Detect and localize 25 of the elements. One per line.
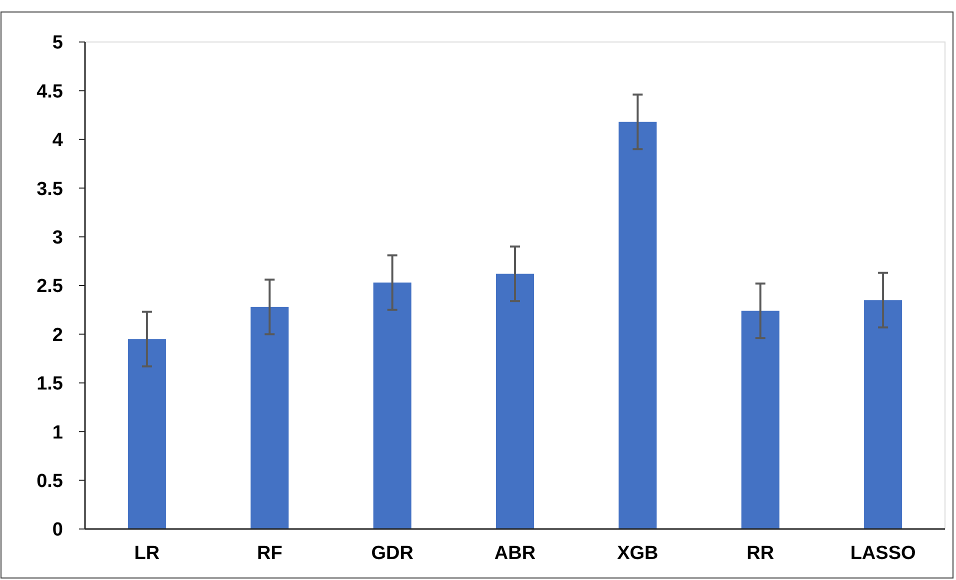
bar <box>741 310 780 529</box>
bar <box>618 122 657 529</box>
y-tick-label: 3.5 <box>36 178 64 200</box>
x-tick-label: RR <box>746 543 774 564</box>
y-tick-label: 1 <box>52 422 64 444</box>
y-tick-label: 3 <box>52 227 63 248</box>
y-tick-label: 4 <box>52 130 64 152</box>
bar <box>496 274 534 529</box>
bar <box>864 300 902 529</box>
y-tick-label: 0 <box>52 520 63 541</box>
y-tick-label: 1.5 <box>36 374 64 395</box>
x-tick-label: RF <box>256 543 282 564</box>
x-tick-label: XGB <box>617 543 658 564</box>
y-tick-label: 0.5 <box>36 470 64 492</box>
y-tick-label: 5 <box>52 32 64 54</box>
bar <box>250 306 289 529</box>
y-tick-label: 4.5 <box>36 81 64 102</box>
x-tick-label: GDR <box>371 543 414 564</box>
bar <box>373 282 412 529</box>
bar <box>128 339 166 529</box>
y-tick-label: 2.5 <box>36 276 64 298</box>
y-tick-label: 2 <box>52 324 63 346</box>
x-tick-label: ABR <box>494 543 536 564</box>
x-tick-label: LR <box>134 543 160 564</box>
x-tick-label: LASSO <box>850 543 916 564</box>
